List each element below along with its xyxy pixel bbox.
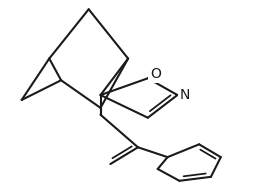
Text: O: O bbox=[150, 67, 161, 81]
Text: N: N bbox=[180, 88, 190, 102]
